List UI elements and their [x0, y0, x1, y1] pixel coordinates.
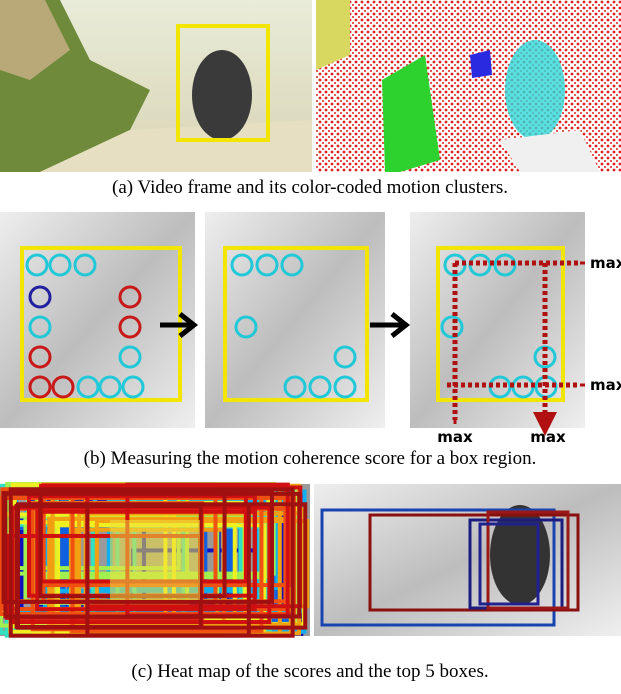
- feature-circle: [73, 253, 97, 277]
- feature-circle: [234, 315, 258, 339]
- feature-circle: [28, 375, 52, 399]
- feature-circle: [333, 375, 357, 399]
- feature-circle: [440, 315, 464, 339]
- feature-circle: [76, 375, 100, 399]
- caption: (b) Measuring the motion coherence score…: [84, 448, 537, 469]
- feature-circle: [28, 285, 52, 309]
- heat-core: [110, 520, 200, 600]
- cluster-yellow: [316, 0, 350, 70]
- max-lines: [447, 260, 580, 420]
- bounding-box: [223, 246, 369, 402]
- arrow: [370, 312, 411, 338]
- panel-b: max max max max (b) Measuring the motion…: [0, 212, 621, 469]
- feature-circle: [25, 253, 49, 277]
- dry-grass: [0, 0, 70, 80]
- top-box: [486, 510, 570, 610]
- bounding-box: [176, 24, 270, 142]
- top-box: [368, 513, 580, 612]
- feature-circle: [230, 253, 254, 277]
- feature-circle: [98, 375, 122, 399]
- heat-box: [14, 503, 203, 629]
- arrow: [160, 312, 199, 338]
- cluster-white: [500, 130, 600, 172]
- feature-circle: [280, 253, 304, 277]
- top-box: [478, 522, 540, 606]
- feature-circle: [28, 345, 52, 369]
- feature-circle: [118, 285, 142, 309]
- top-box: [320, 508, 556, 627]
- panel-a: (a) Video frame and its color-coded moti…: [0, 0, 621, 198]
- max-arrows: [453, 261, 585, 424]
- bounding-box: [436, 246, 565, 402]
- feature-circle: [255, 253, 279, 277]
- cluster-cyan: [505, 40, 565, 140]
- cluster-blue: [470, 50, 492, 78]
- max-label: max: [590, 376, 621, 394]
- feature-circle: [333, 345, 357, 369]
- max-label: max: [530, 428, 566, 446]
- feature-circle: [121, 375, 145, 399]
- frame: [314, 484, 621, 636]
- feature-circle: [283, 375, 307, 399]
- feature-circle: [118, 315, 142, 339]
- rider: [192, 50, 252, 140]
- rider: [490, 505, 550, 605]
- feature-circle: [51, 375, 75, 399]
- road: [40, 120, 312, 172]
- max-label: max: [590, 254, 621, 272]
- feature-circle: [48, 253, 72, 277]
- caption: (a) Video frame and its color-coded moti…: [112, 177, 508, 198]
- caption: (c) Heat map of the scores and the top 5…: [131, 661, 488, 682]
- heat-box: [3, 491, 302, 619]
- panel-c: (c) Heat map of the scores and the top 5…: [0, 482, 621, 682]
- frame: [0, 212, 195, 428]
- max-label: max: [437, 428, 473, 446]
- feature-circle: [28, 315, 52, 339]
- cluster-green: [382, 55, 440, 172]
- feature-circle: [308, 375, 332, 399]
- feature-circle: [118, 345, 142, 369]
